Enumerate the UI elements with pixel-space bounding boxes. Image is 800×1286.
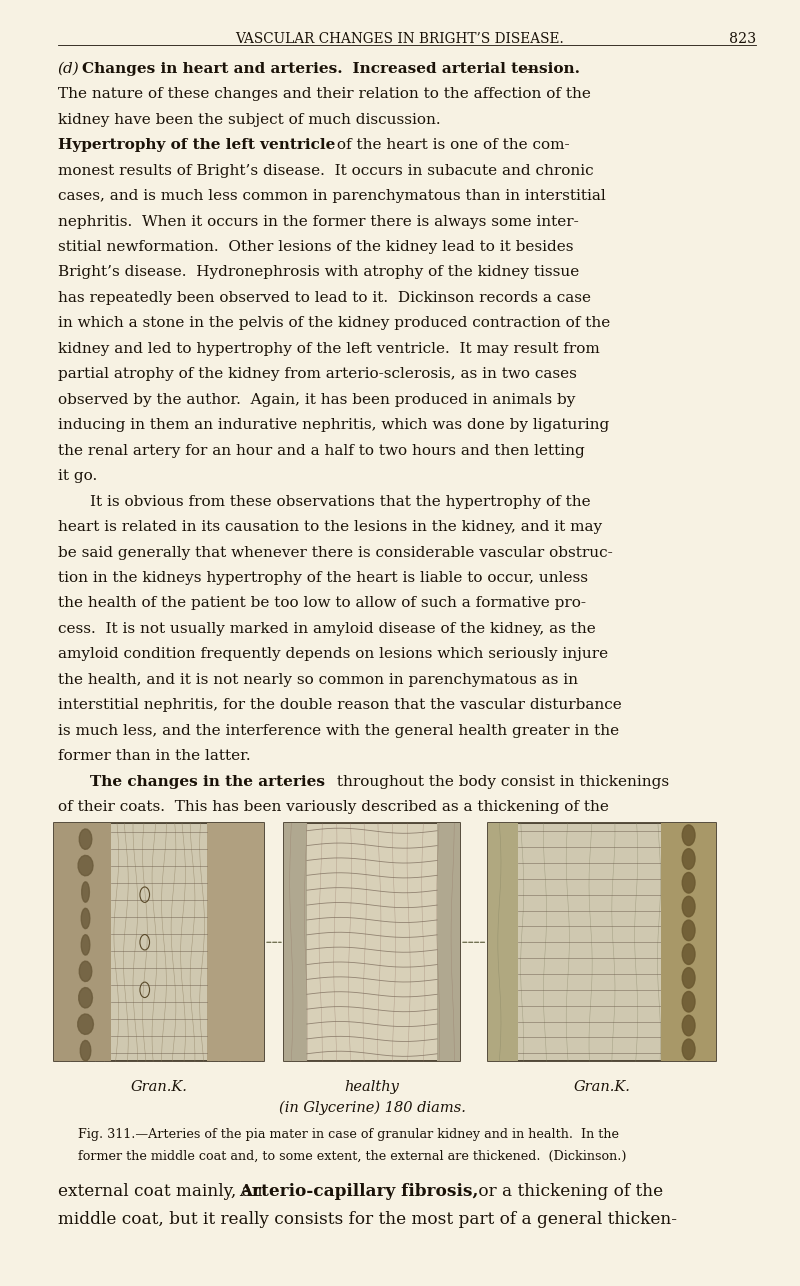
Circle shape (682, 824, 695, 845)
Text: amyloid condition frequently depends on lesions which seriously injure: amyloid condition frequently depends on … (58, 647, 608, 661)
Circle shape (682, 872, 695, 892)
Text: Gran.K.: Gran.K. (130, 1080, 188, 1094)
Text: interstitial nephritis, for the double reason that the vascular disturbance: interstitial nephritis, for the double r… (58, 698, 622, 712)
Text: observed by the author.  Again, it has been produced in animals by: observed by the author. Again, it has be… (58, 392, 575, 406)
Circle shape (682, 944, 695, 964)
Text: of the heart is one of the com-: of the heart is one of the com- (332, 138, 570, 152)
Text: The nature of these changes and their relation to the affection of the: The nature of these changes and their re… (58, 87, 590, 102)
Text: be said generally that whenever there is considerable vascular obstruc-: be said generally that whenever there is… (58, 545, 612, 559)
Bar (284, 823, 307, 1061)
Text: kidney have been the subject of much discussion.: kidney have been the subject of much dis… (58, 113, 440, 126)
Bar (54, 823, 264, 1061)
Circle shape (682, 967, 695, 988)
Text: in which a stone in the pelvis of the kidney produced contraction of the: in which a stone in the pelvis of the ki… (58, 316, 610, 331)
Polygon shape (79, 961, 92, 981)
Text: Changes in heart and arteries.: Changes in heart and arteries. (82, 62, 342, 76)
Text: tion in the kidneys hypertrophy of the heart is liable to occur, unless: tion in the kidneys hypertrophy of the h… (58, 571, 587, 585)
Text: of their coats.  This has been variously described as a thickening of the: of their coats. This has been variously … (58, 800, 609, 814)
Text: throughout the body consist in thickenings: throughout the body consist in thickenin… (332, 774, 669, 788)
Bar (488, 823, 716, 1061)
Text: cases, and is much less common in parenchymatous than in interstitial: cases, and is much less common in parenc… (58, 189, 606, 203)
Text: 823: 823 (729, 32, 756, 46)
Circle shape (682, 849, 695, 869)
Text: Hypertrophy of the left ventricle: Hypertrophy of the left ventricle (58, 138, 335, 152)
Text: stitial newformation.  Other lesions of the kidney lead to it besides: stitial newformation. Other lesions of t… (58, 240, 573, 253)
Text: external coat mainly, an: external coat mainly, an (58, 1183, 267, 1200)
Text: heart is related in its causation to the lesions in the kidney, and it may: heart is related in its causation to the… (58, 520, 602, 534)
Text: cess.  It is not usually marked in amyloid disease of the kidney, as the: cess. It is not usually marked in amyloi… (58, 622, 595, 635)
Polygon shape (82, 935, 90, 955)
Text: Bright’s disease.  Hydronephrosis with atrophy of the kidney tissue: Bright’s disease. Hydronephrosis with at… (58, 265, 579, 279)
Text: healthy: healthy (345, 1080, 399, 1094)
Circle shape (682, 896, 695, 917)
Text: or a thickening of the: or a thickening of the (473, 1183, 663, 1200)
Text: partial atrophy of the kidney from arterio-sclerosis, as in two cases: partial atrophy of the kidney from arter… (58, 368, 577, 381)
Text: the health, and it is not nearly so common in parenchymatous as in: the health, and it is not nearly so comm… (58, 673, 578, 687)
Circle shape (682, 1039, 695, 1060)
Bar (437, 823, 460, 1061)
Text: monest results of Bright’s disease.  It occurs in subacute and chronic: monest results of Bright’s disease. It o… (58, 163, 594, 177)
Text: The changes in the arteries: The changes in the arteries (90, 774, 325, 788)
Text: It is obvious from these observations that the hypertrophy of the: It is obvious from these observations th… (90, 495, 590, 508)
Circle shape (682, 919, 695, 940)
Text: (d): (d) (58, 62, 79, 76)
Polygon shape (78, 988, 93, 1008)
Text: Increased arterial tension.: Increased arterial tension. (342, 62, 581, 76)
Text: Gran.K.: Gran.K. (574, 1080, 630, 1094)
Text: VASCULAR CHANGES IN BRIGHT’S DISEASE.: VASCULAR CHANGES IN BRIGHT’S DISEASE. (236, 32, 564, 46)
Text: middle coat, but it really consists for the most part of a general thicken-: middle coat, but it really consists for … (58, 1211, 677, 1228)
Circle shape (682, 992, 695, 1012)
Text: nephritis.  When it occurs in the former there is always some inter-: nephritis. When it occurs in the former … (58, 215, 578, 229)
Text: the renal artery for an hour and a half to two hours and then letting: the renal artery for an hour and a half … (58, 444, 584, 458)
Bar (284, 823, 460, 1061)
Bar (662, 823, 716, 1061)
Polygon shape (79, 829, 92, 849)
Text: Arterio-capillary fibrosis,: Arterio-capillary fibrosis, (239, 1183, 478, 1200)
Polygon shape (78, 855, 93, 876)
Text: is much less, and the interference with the general health greater in the: is much less, and the interference with … (58, 724, 618, 738)
Text: it go.: it go. (58, 469, 97, 484)
Bar (54, 823, 111, 1061)
Text: (in Glycerine) 180 diams.: (in Glycerine) 180 diams. (278, 1101, 466, 1115)
Text: has repeatedly been observed to lead to it.  Dickinson records a case: has repeatedly been observed to lead to … (58, 291, 590, 305)
Text: Fig. 311.—Arteries of the pia mater in case of granular kidney and in health.  I: Fig. 311.—Arteries of the pia mater in c… (78, 1128, 618, 1141)
Bar (488, 823, 518, 1061)
Polygon shape (82, 882, 90, 903)
Polygon shape (82, 908, 90, 928)
Polygon shape (78, 1013, 94, 1034)
Text: kidney and led to hypertrophy of the left ventricle.  It may result from: kidney and led to hypertrophy of the lef… (58, 342, 599, 356)
Text: —: — (520, 62, 535, 76)
Text: former the middle coat and, to some extent, the external are thickened.  (Dickin: former the middle coat and, to some exte… (78, 1150, 626, 1163)
Text: former than in the latter.: former than in the latter. (58, 750, 250, 763)
Bar (207, 823, 264, 1061)
Text: the health of the patient be too low to allow of such a formative pro-: the health of the patient be too low to … (58, 597, 586, 611)
Text: inducing in them an indurative nephritis, which was done by ligaturing: inducing in them an indurative nephritis… (58, 418, 609, 432)
Polygon shape (80, 1040, 91, 1061)
Circle shape (682, 1015, 695, 1035)
